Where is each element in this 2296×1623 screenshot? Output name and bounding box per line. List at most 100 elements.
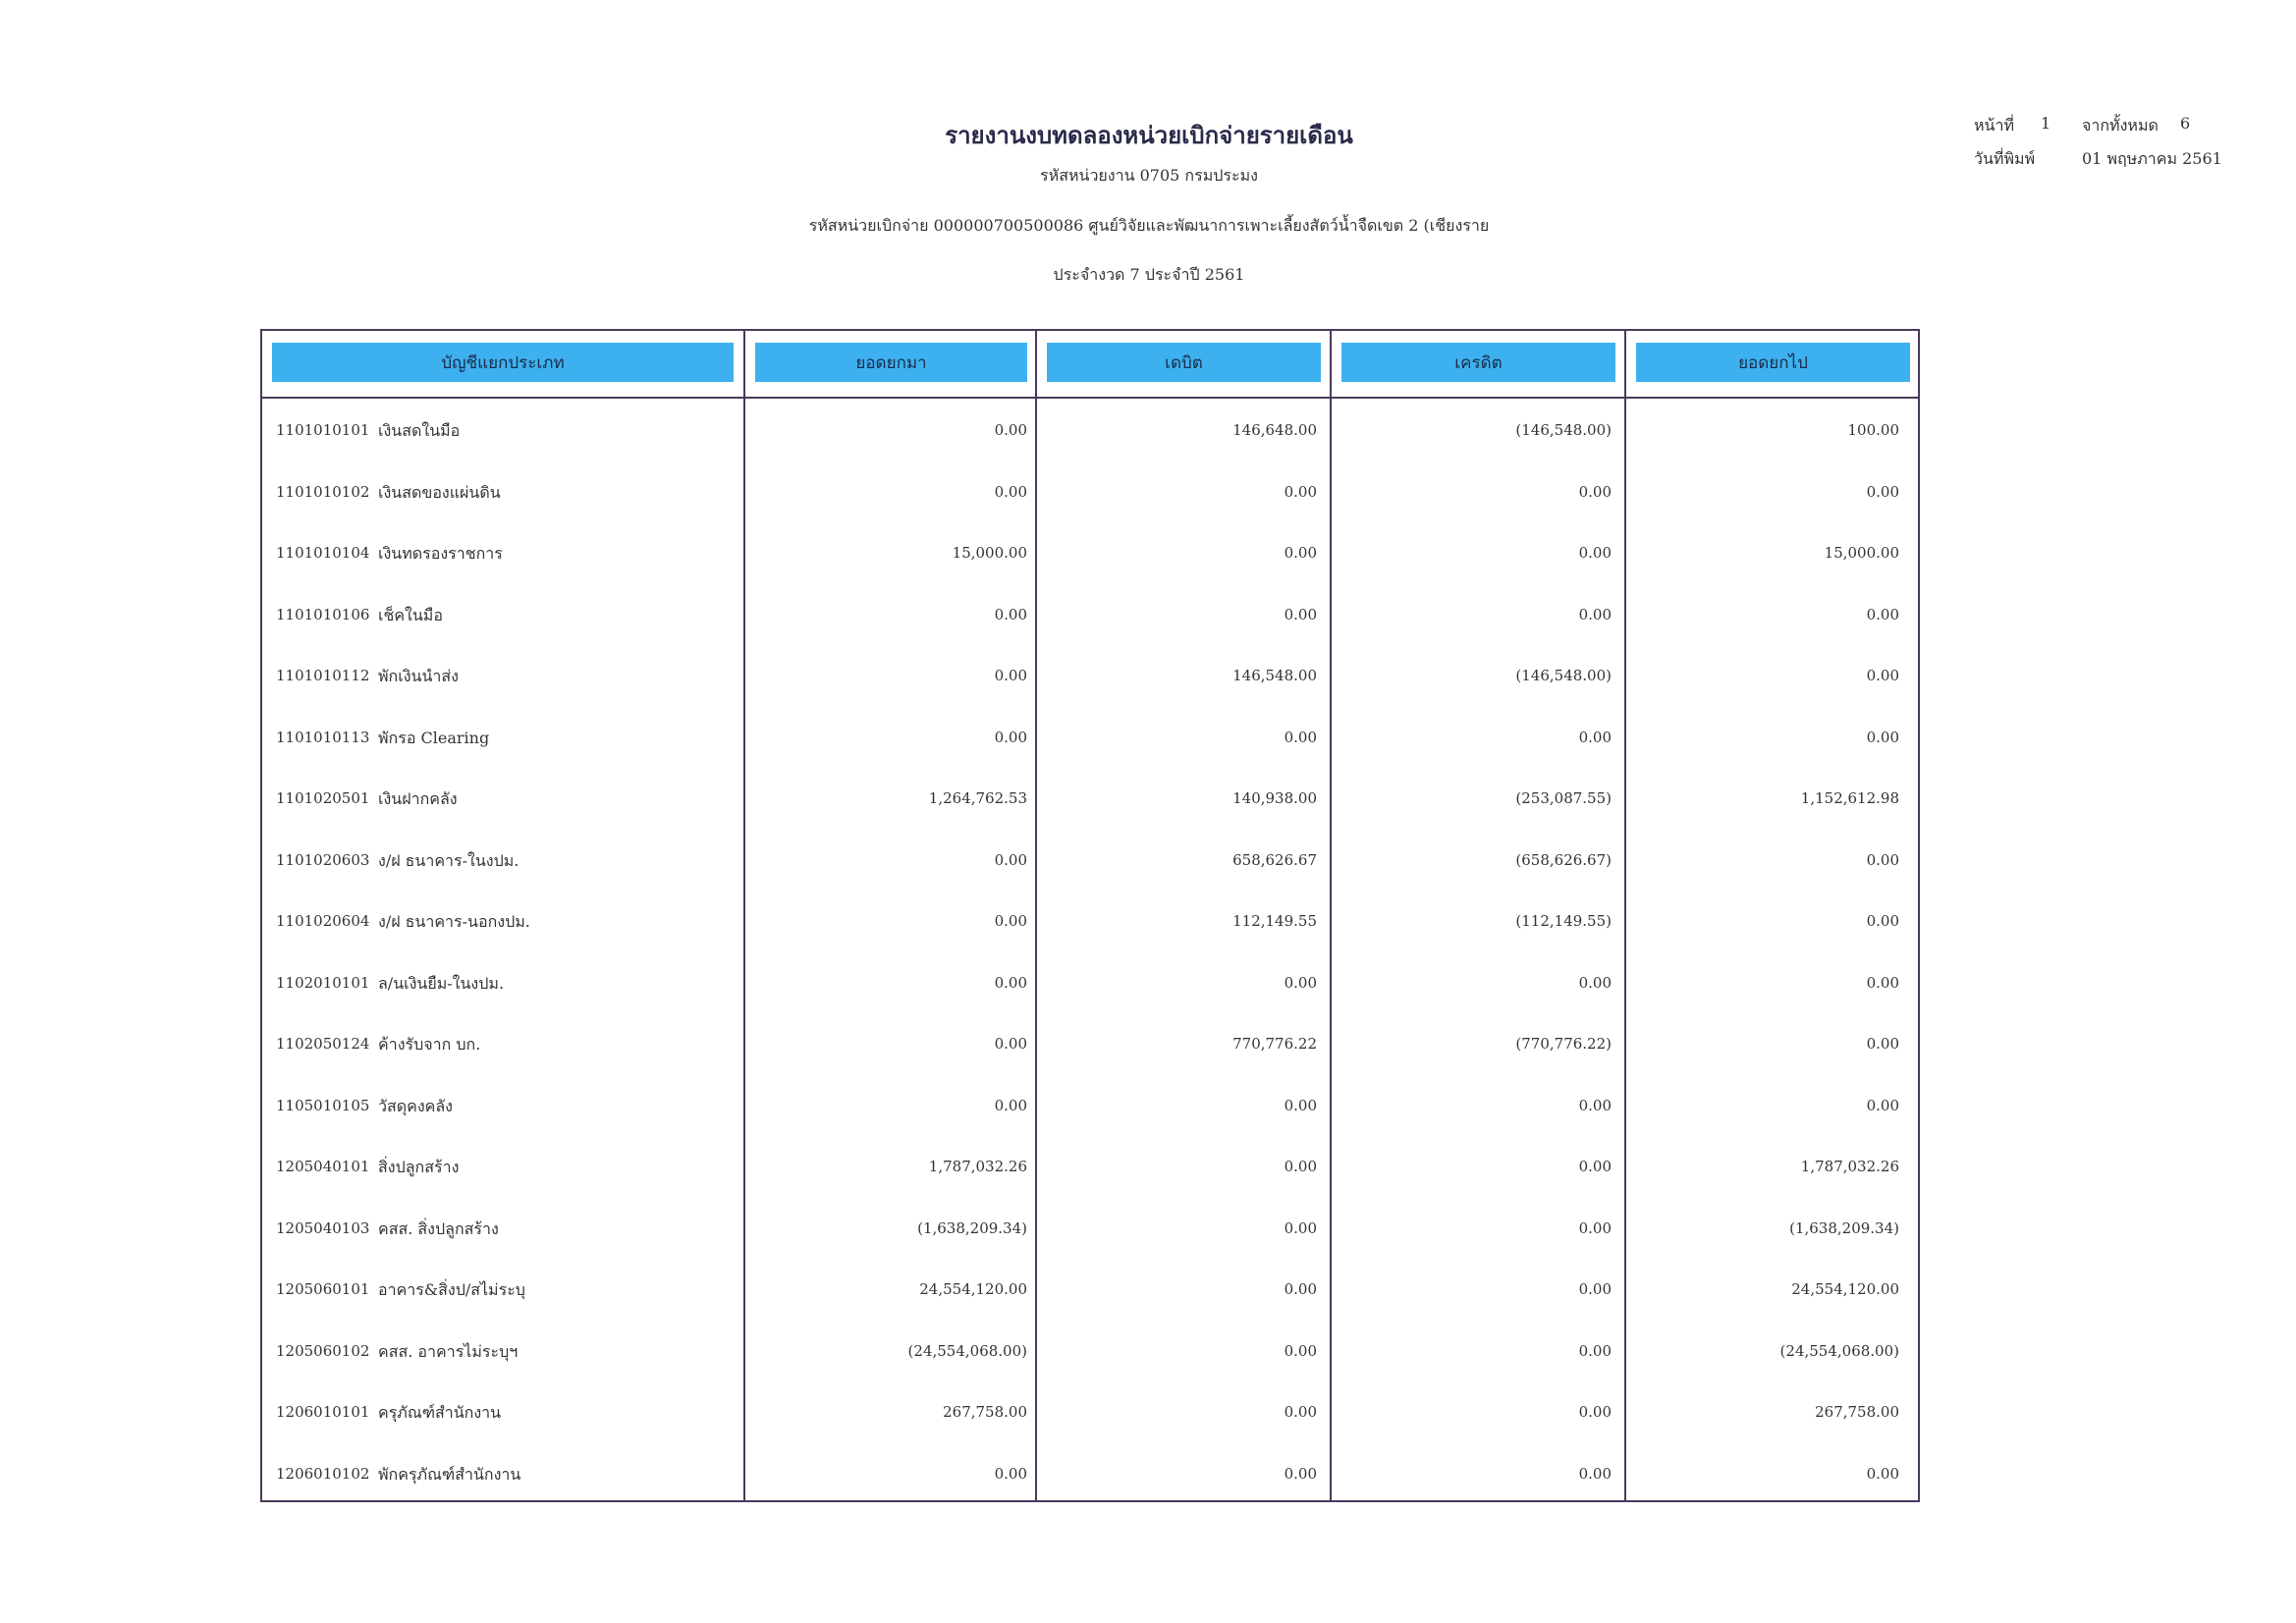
cell-debit: 146,648.00 bbox=[1232, 421, 1317, 439]
cell-debit: 0.00 bbox=[1284, 1464, 1317, 1483]
cell-account-code: 1105010105 bbox=[276, 1096, 370, 1114]
cell-credit: 0.00 bbox=[1578, 482, 1612, 501]
table-row: 1205040103 คสส. สิ่งปลูกสร้าง (1,638,209.3… bbox=[262, 1198, 1918, 1260]
cell-credit: 0.00 bbox=[1578, 1158, 1612, 1175]
cell-brought-forward: 24,554,120.00 bbox=[919, 1280, 1027, 1298]
cell-debit: 0.00 bbox=[1284, 1158, 1317, 1175]
table-row: 1101010113 พักรอ Clearing 0.00 0.00 0.00 0.00 bbox=[262, 707, 1918, 769]
cell-debit: 0.00 bbox=[1284, 1218, 1317, 1237]
cell-carried-forward: 0.00 bbox=[1866, 728, 1899, 746]
cell-account-name: ง/ฝ ธนาคาร-ในงปม. bbox=[378, 850, 519, 870]
table-row: 1102050124 ค้างรับจาก บก. 0.00 770,776.22 (7… bbox=[262, 1013, 1918, 1075]
cell-carried-forward: (1,638,209.34) bbox=[1789, 1218, 1899, 1237]
cell-credit: 0.00 bbox=[1578, 544, 1612, 562]
page-number: 1 bbox=[2041, 114, 2051, 133]
trial-balance-table: บัญชีแยกประเภท ยอดยกมา เดบิต เครดิต ยอดย… bbox=[260, 329, 1920, 1502]
table-row: 1101020604 ง/ฝ ธนาคาร-นอกงปม. 0.00 112,149.… bbox=[262, 891, 1918, 952]
cell-brought-forward: 1,264,762.53 bbox=[928, 789, 1027, 807]
table-row: 1205060102 คสส. อาคารไม่ระบุฯ (24,554,068.… bbox=[262, 1321, 1918, 1382]
cell-brought-forward: 0.00 bbox=[994, 482, 1027, 501]
cell-debit: 0.00 bbox=[1284, 605, 1317, 623]
cell-carried-forward: 0.00 bbox=[1866, 912, 1899, 930]
cell-credit: 0.00 bbox=[1578, 605, 1612, 623]
cell-account-name: ครุภัณฑ์สำนักงาน bbox=[378, 1403, 502, 1422]
cell-brought-forward: 267,758.00 bbox=[943, 1403, 1027, 1421]
cell-account-code: 1206010101 bbox=[276, 1403, 370, 1421]
column-divider bbox=[1330, 331, 1332, 1500]
page-label: หน้าที่ bbox=[1974, 116, 2015, 135]
report-period: ประจำงวด 7 ประจำปี 2561 bbox=[1053, 265, 1245, 284]
cell-carried-forward: 15,000.00 bbox=[1824, 544, 1899, 562]
cell-account-name: ง/ฝ ธนาคาร-นอกงปม. bbox=[378, 912, 530, 931]
cell-brought-forward: (24,554,068.00) bbox=[907, 1341, 1027, 1360]
column-header-credit: เครดิต bbox=[1341, 343, 1615, 382]
cell-carried-forward: 1,152,612.98 bbox=[1800, 789, 1899, 807]
cell-credit: (658,626.67) bbox=[1515, 850, 1612, 869]
cell-credit: 0.00 bbox=[1578, 1403, 1612, 1421]
table-row: 1101010102 เงินสดของแผ่นดิน 0.00 0.00 0.00 0.… bbox=[262, 461, 1918, 523]
cell-debit: 0.00 bbox=[1284, 482, 1317, 501]
cell-account-code: 1101010106 bbox=[276, 605, 370, 623]
column-header-debit: เดบิต bbox=[1047, 343, 1321, 382]
table-row: 1205060101 อาคาร&สิ่งป/สไม่ระบุ 24,554,120… bbox=[262, 1259, 1918, 1321]
cell-account-name: เงินฝากคลัง bbox=[378, 789, 458, 808]
cell-account-code: 1101020501 bbox=[276, 789, 370, 807]
cell-brought-forward: 0.00 bbox=[994, 1035, 1027, 1053]
cell-carried-forward: 24,554,120.00 bbox=[1791, 1280, 1899, 1298]
cell-account-name: สิ่งปลูกสร้าง bbox=[378, 1158, 460, 1176]
cell-credit: 0.00 bbox=[1578, 973, 1612, 992]
total-pages-label: จากทั้งหมด bbox=[2082, 116, 2159, 135]
column-divider bbox=[1624, 331, 1626, 1500]
cell-credit: (112,149.55) bbox=[1515, 912, 1612, 930]
total-pages: 6 bbox=[2180, 114, 2191, 133]
cell-account-code: 1101010113 bbox=[276, 728, 370, 746]
cell-brought-forward: 0.00 bbox=[994, 912, 1027, 930]
table-row: 1101010112 พักเงินนำส่ง 0.00 146,548.00 (146… bbox=[262, 645, 1918, 707]
column-header-carried-forward: ยอดยกไป bbox=[1636, 343, 1910, 382]
cell-debit: 0.00 bbox=[1284, 1341, 1317, 1360]
table-row: 1206010101 ครุภัณฑ์สำนักงาน 267,758.00 0.00… bbox=[262, 1381, 1918, 1443]
cell-carried-forward: 0.00 bbox=[1866, 667, 1899, 684]
cell-account-code: 1205060101 bbox=[276, 1280, 370, 1298]
cell-account-code: 1101010101 bbox=[276, 421, 370, 439]
cell-carried-forward: 267,758.00 bbox=[1815, 1403, 1899, 1421]
report-title: รายงานงบทดลองหน่วยเบิกจ่ายรายเดือน bbox=[945, 121, 1353, 149]
column-divider bbox=[1035, 331, 1037, 1500]
cell-debit: 0.00 bbox=[1284, 973, 1317, 992]
cell-brought-forward: 0.00 bbox=[994, 973, 1027, 992]
cell-credit: (253,087.55) bbox=[1515, 789, 1612, 807]
cell-debit: 0.00 bbox=[1284, 728, 1317, 746]
table-row: 1101010106 เช็คในมือ 0.00 0.00 0.00 0.00 bbox=[262, 584, 1918, 646]
cell-credit: 0.00 bbox=[1578, 1096, 1612, 1114]
cell-account-name: พักรอ Clearing bbox=[378, 728, 490, 747]
cell-carried-forward: 1,787,032.26 bbox=[1800, 1158, 1899, 1175]
cell-account-code: 1101010102 bbox=[276, 482, 370, 501]
cell-account-code: 1101020604 bbox=[276, 912, 370, 930]
table-row: 1101010104 เงินทดรองราชการ 15,000.00 0.00 0.… bbox=[262, 522, 1918, 584]
cell-carried-forward: 0.00 bbox=[1866, 1096, 1899, 1114]
cell-account-name: คสส. สิ่งปลูกสร้าง bbox=[378, 1218, 499, 1238]
cell-account-name: พักครุภัณฑ์สำนักงาน bbox=[378, 1464, 521, 1484]
page-info: หน้าที่ 1 จากทั้งหมด 6 วันที่พิมพ์ 01 พฤ… bbox=[1974, 114, 2269, 181]
cell-credit: 0.00 bbox=[1578, 1218, 1612, 1237]
table-row: 1105010105 วัสดุคงคลัง 0.00 0.00 0.00 0.00 bbox=[262, 1075, 1918, 1137]
table-row: 1206010102 พักครุภัณฑ์สำนักงาน 0.00 0.00 0.0… bbox=[262, 1443, 1918, 1505]
cell-debit: 140,938.00 bbox=[1232, 789, 1317, 807]
header-divider bbox=[262, 397, 1918, 399]
column-header-brought-forward: ยอดยกมา bbox=[755, 343, 1027, 382]
cell-debit: 112,149.55 bbox=[1232, 912, 1317, 930]
table-body: 1101010101 เงินสดในมือ 0.00 146,648.00 (146,… bbox=[262, 400, 1918, 1504]
cell-account-code: 1101010112 bbox=[276, 667, 370, 684]
cell-account-code: 1101010104 bbox=[276, 544, 370, 562]
cell-account-code: 1206010102 bbox=[276, 1464, 370, 1483]
cell-brought-forward: 0.00 bbox=[994, 421, 1027, 439]
cell-brought-forward: 0.00 bbox=[994, 1096, 1027, 1114]
cell-account-name: เงินสดของแผ่นดิน bbox=[378, 482, 501, 502]
cell-debit: 0.00 bbox=[1284, 1403, 1317, 1421]
cell-brought-forward: 1,787,032.26 bbox=[928, 1158, 1027, 1175]
cell-account-name: คสส. อาคารไม่ระบุฯ bbox=[378, 1341, 519, 1361]
disbursing-unit: รหัสหน่วยเบิกจ่าย 000000700500086 ศูนย์ว… bbox=[808, 216, 1490, 235]
cell-account-name: เช็คในมือ bbox=[378, 605, 443, 624]
cell-account-code: 1205040103 bbox=[276, 1218, 370, 1237]
cell-credit: 0.00 bbox=[1578, 1341, 1612, 1360]
